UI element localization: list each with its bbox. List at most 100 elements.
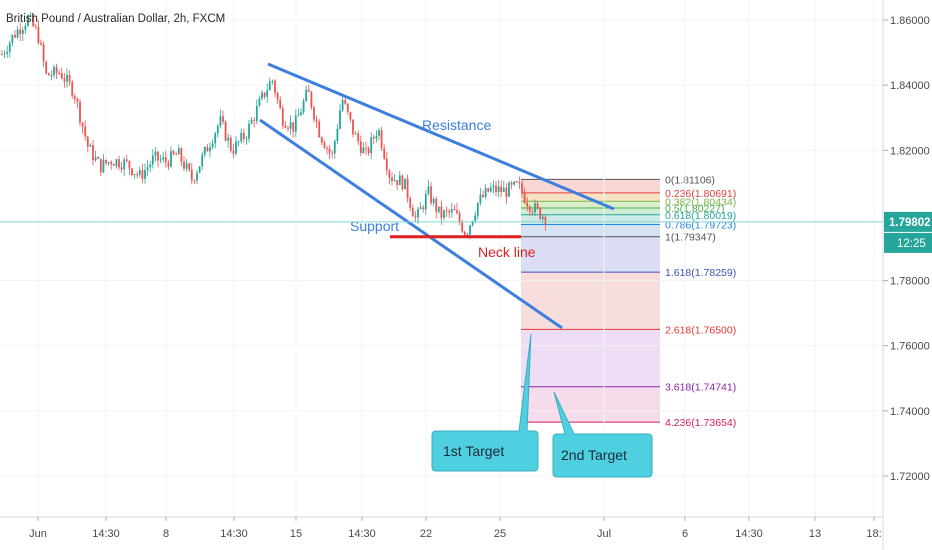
candle-body	[391, 177, 393, 182]
candle	[515, 180, 518, 184]
fib-zone	[521, 224, 660, 237]
candle-body	[73, 96, 76, 99]
candle-body	[469, 225, 471, 235]
candle-body	[474, 215, 477, 222]
resistance-label: Resistance	[422, 117, 491, 133]
candle	[219, 109, 222, 129]
candle-body	[162, 157, 165, 160]
candle-body	[294, 115, 297, 132]
resistance-line[interactable]	[267, 62, 615, 211]
candle	[487, 187, 490, 193]
time-tick-label: 14:30	[220, 528, 248, 540]
candle	[310, 90, 313, 110]
candle-body	[21, 29, 24, 35]
candle-body	[476, 202, 479, 216]
candle-body	[60, 73, 63, 79]
candle-body	[352, 119, 354, 135]
candle	[284, 121, 287, 129]
time-axis[interactable]: Jun 14:30 8 14:30 15 14:30 22 25 Jul 6 14:30 13 18:	[0, 516, 883, 540]
candle-body	[370, 137, 373, 154]
candle	[349, 111, 352, 123]
target-callout-2nd[interactable]	[552, 391, 653, 478]
support-label: Support	[350, 218, 399, 234]
candle-body	[289, 122, 292, 129]
candle	[214, 131, 217, 149]
candle	[328, 144, 331, 160]
candle-body	[388, 170, 391, 178]
candle	[136, 171, 139, 179]
candle-body	[276, 93, 279, 100]
candle-body	[463, 231, 466, 235]
candle	[248, 119, 250, 143]
support-line[interactable]	[259, 118, 563, 330]
candle	[149, 160, 152, 173]
candle-body	[66, 75, 68, 82]
time-tick-label: Jun	[29, 528, 47, 540]
candle-body	[482, 194, 484, 197]
candle	[258, 95, 261, 107]
candle-body	[164, 157, 167, 163]
candle-body	[435, 198, 438, 212]
candle-body	[544, 216, 547, 225]
candle	[227, 133, 230, 148]
time-tick-label: 8	[163, 528, 169, 540]
candle	[484, 184, 487, 199]
candle	[172, 149, 175, 156]
candle-body	[258, 98, 261, 107]
candle	[297, 108, 300, 117]
candle-body	[430, 186, 432, 204]
candle	[404, 178, 406, 190]
candle-body	[518, 182, 521, 184]
candle-body	[471, 221, 474, 226]
candle	[450, 203, 453, 218]
price-tick-label: 1.74000	[890, 406, 930, 418]
candle	[154, 147, 157, 162]
candle	[326, 145, 328, 155]
candle-body	[180, 148, 183, 162]
time-tick-label: 14:30	[735, 528, 763, 540]
candle	[528, 205, 531, 216]
fib-level-label: 2.618(1.76500)	[665, 324, 736, 336]
price-axis[interactable]: 1.86000 1.84000 1.82000 1.78000 1.76000 1.740…	[882, 0, 932, 550]
candle-body	[443, 210, 445, 218]
candle-body	[437, 206, 440, 212]
candle	[6, 45, 9, 58]
candle-body	[515, 181, 518, 183]
target-callout-1st[interactable]	[431, 333, 539, 472]
candle	[94, 150, 97, 162]
time-tick-label: 14:30	[92, 528, 120, 540]
candle-body	[393, 180, 396, 182]
candle-body	[284, 125, 287, 128]
candle-body	[8, 42, 11, 52]
candle	[102, 153, 105, 174]
candle	[523, 187, 526, 204]
fib-zone	[521, 329, 660, 387]
candle	[97, 155, 100, 160]
candle	[445, 206, 448, 217]
candle	[118, 155, 120, 171]
candle	[29, 12, 32, 18]
candle	[339, 104, 341, 130]
candle-body	[86, 136, 89, 147]
candle-body	[440, 206, 443, 218]
candle	[237, 140, 240, 147]
candle	[14, 30, 16, 39]
fib-zone	[521, 272, 660, 330]
candle-body	[401, 175, 404, 190]
candle	[430, 181, 432, 206]
candle	[539, 207, 542, 221]
candle-body	[24, 25, 27, 30]
candle	[32, 13, 35, 28]
candle-body	[151, 155, 154, 165]
candle-body	[141, 170, 144, 179]
candle	[19, 22, 22, 41]
candle	[391, 172, 393, 186]
candle	[409, 196, 412, 212]
candle-body	[120, 167, 123, 170]
time-tick-label: Jul	[597, 528, 611, 540]
candle-body	[206, 146, 209, 152]
candle	[359, 135, 362, 157]
current-price-tag[interactable]	[884, 211, 932, 232]
candle-body	[461, 222, 464, 232]
